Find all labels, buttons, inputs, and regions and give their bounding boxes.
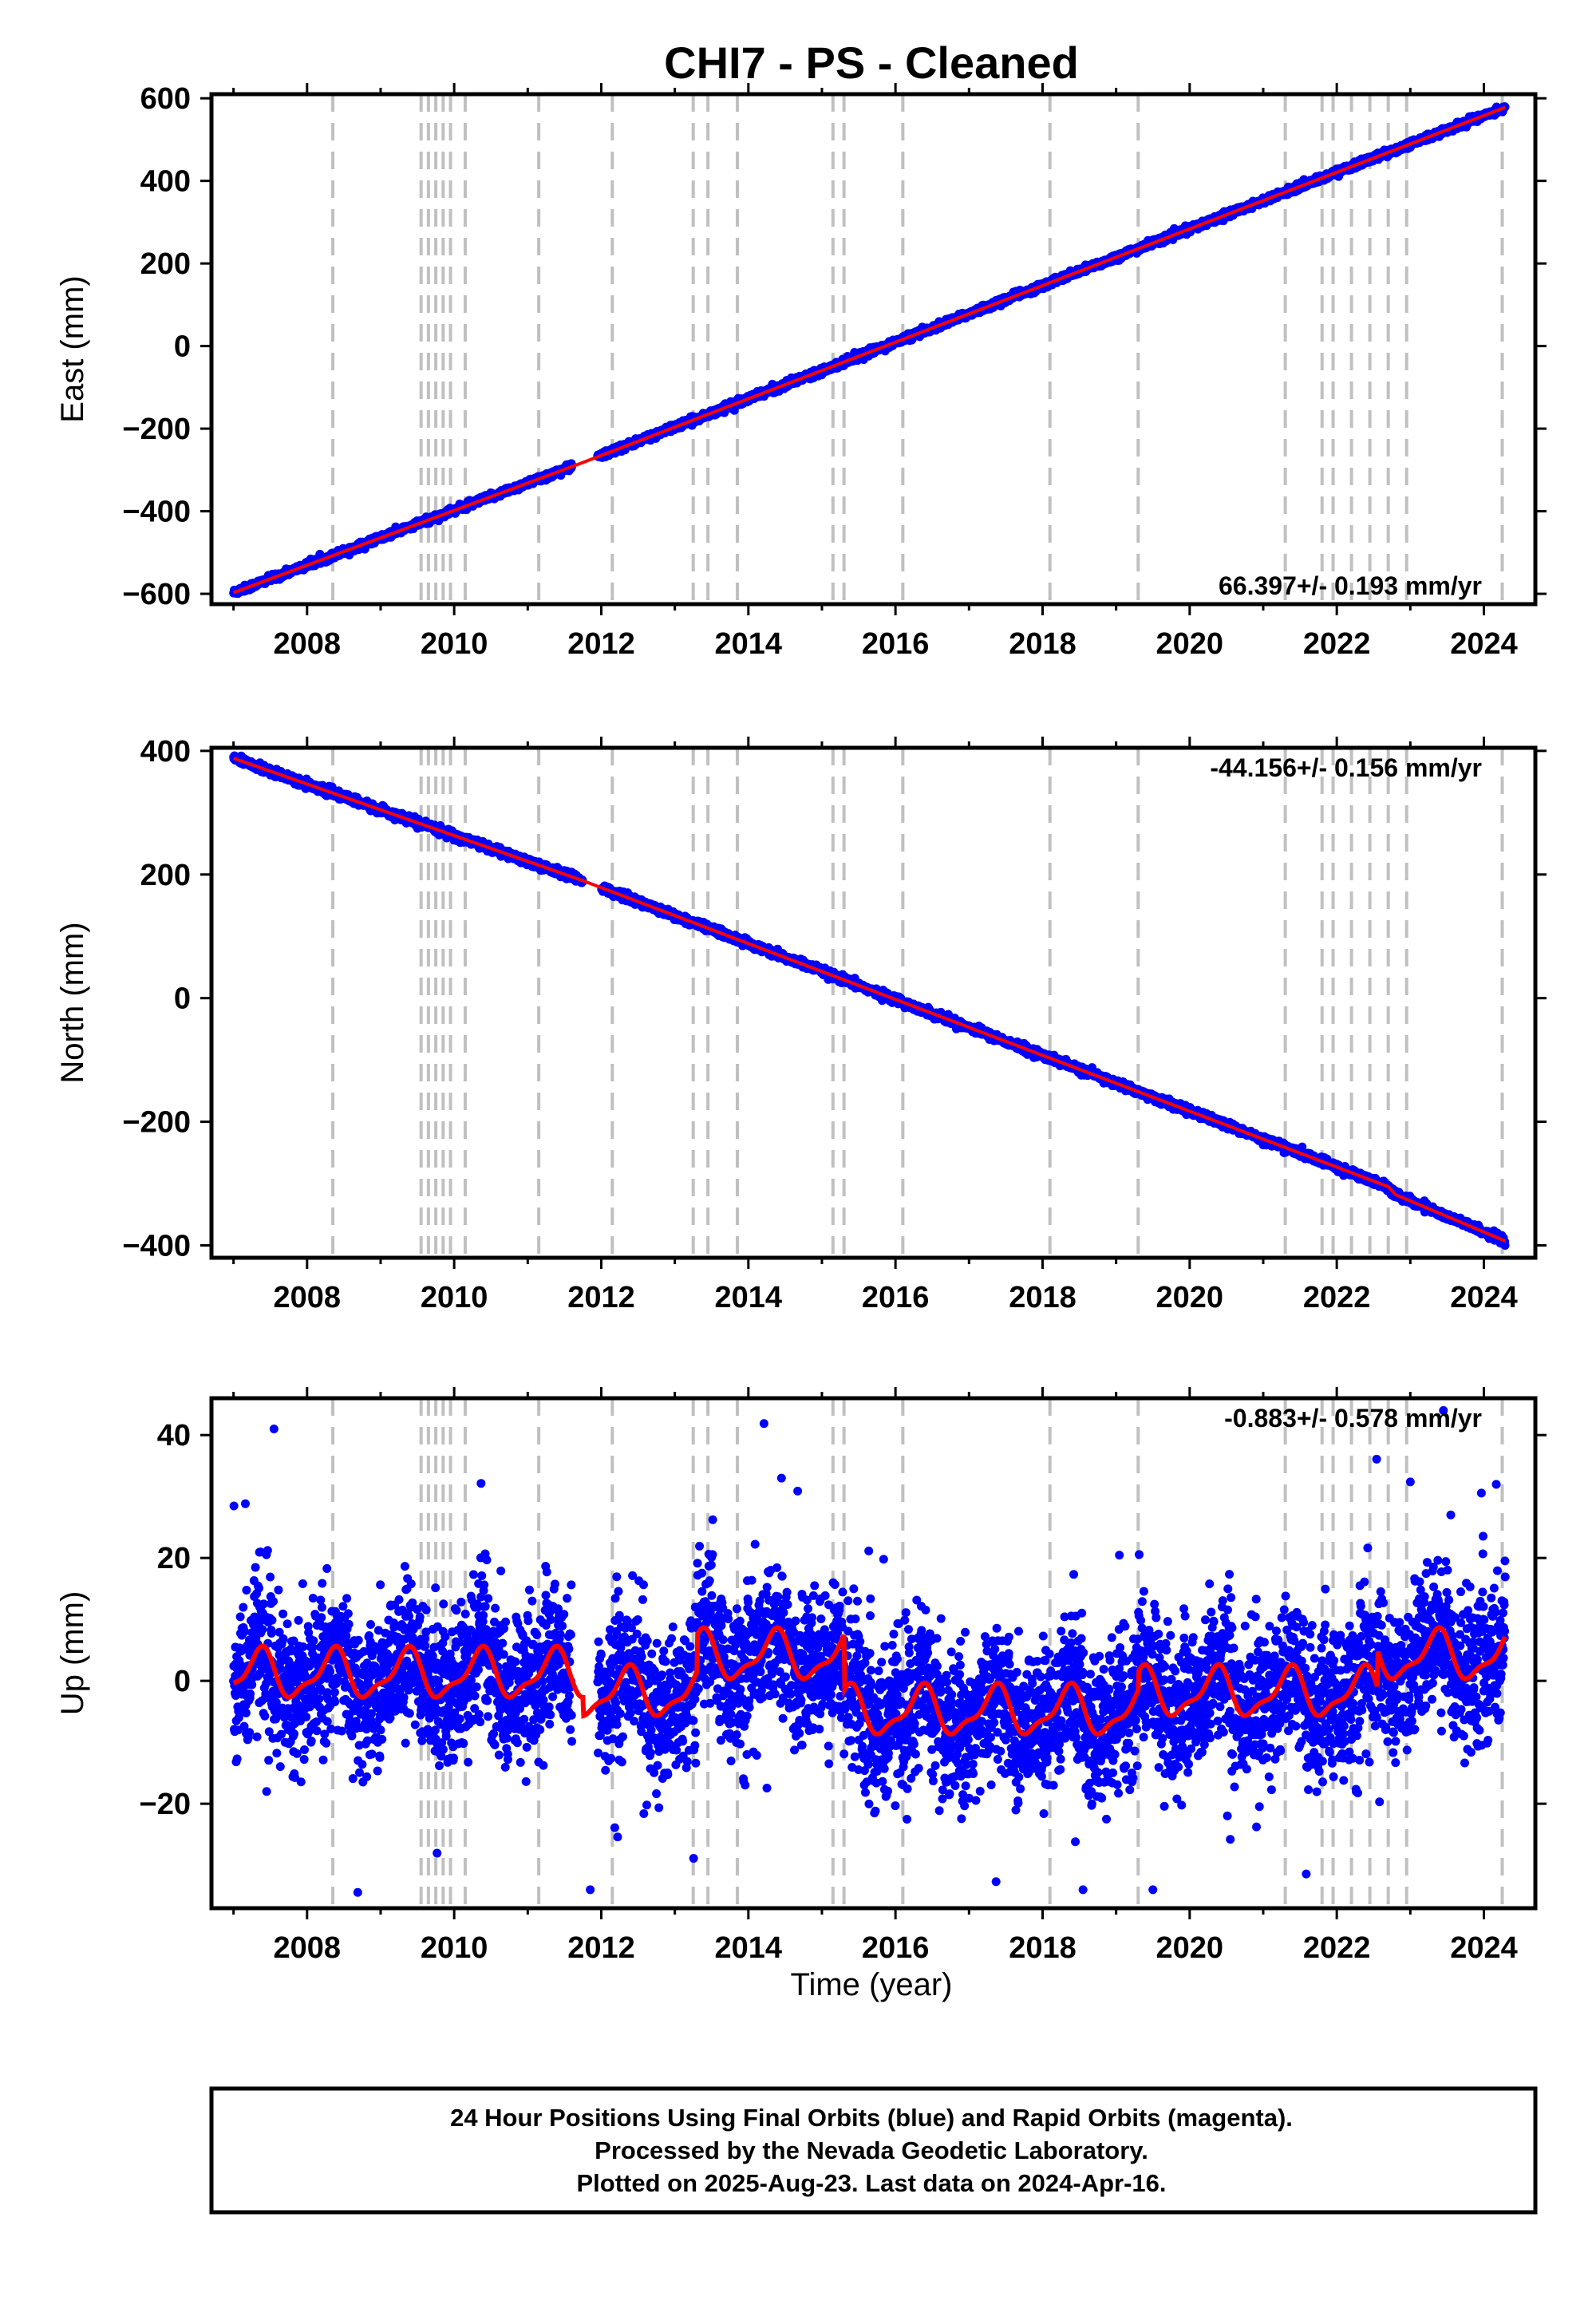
- east-x-tick-label: 2010: [421, 627, 488, 661]
- east-x-tick-label: 2024: [1450, 627, 1518, 661]
- east-x-tick-label: 2008: [274, 627, 342, 661]
- east-x-tick-label: 2022: [1303, 627, 1371, 661]
- east-x-tick-label: 2012: [567, 627, 635, 661]
- east-x-tick-label: 2020: [1156, 627, 1224, 661]
- east-y-tick-label: −200: [122, 413, 191, 446]
- east-x-tick-label: 2014: [715, 627, 783, 661]
- east-y-tick-label: −400: [122, 496, 191, 529]
- east-x-tick-label: 2016: [862, 627, 930, 661]
- figure-title: CHI7 - PS - Cleaned: [664, 38, 1079, 88]
- east-y-tick-label: 600: [140, 82, 191, 116]
- east-y-tick-label: 400: [140, 165, 191, 199]
- east-y-tick-label: 0: [174, 330, 191, 364]
- east-plot-area: [229, 102, 1510, 599]
- east-y-axis-label: East (mm): [55, 275, 90, 422]
- east-rate-label: 66.397+/- 0.193 mm/yr: [1219, 571, 1482, 600]
- east-y-tick-label: 200: [140, 247, 191, 281]
- east-x-tick-label: 2018: [1009, 627, 1077, 661]
- east-panel: 2008 2010 2012 2014 2016 2018 2020 2022 2024 −600…: [55, 82, 1547, 661]
- east-y-tick-label: −600: [122, 578, 191, 611]
